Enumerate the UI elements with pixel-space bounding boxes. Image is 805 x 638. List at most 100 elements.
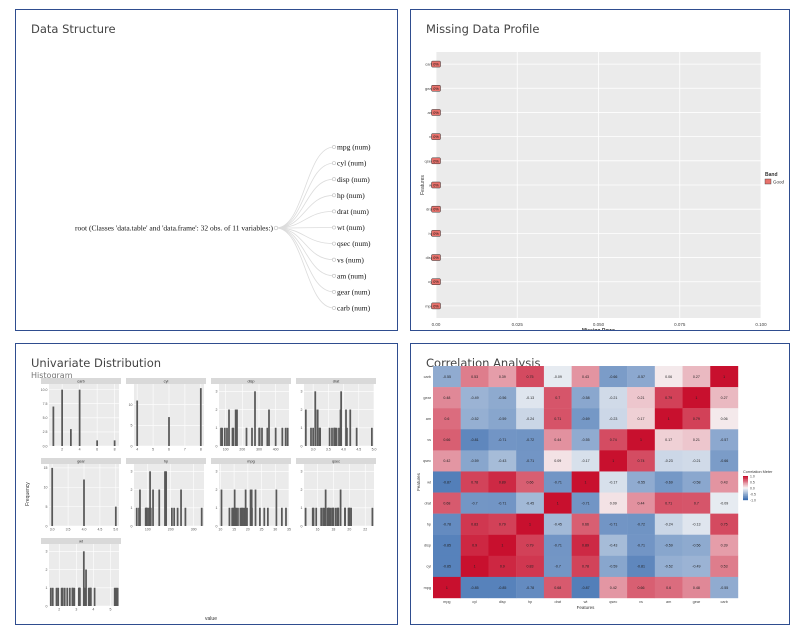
corr-cell-label: 1 bbox=[723, 375, 725, 379]
corr-ytick-cyl: cyl bbox=[426, 565, 431, 569]
tree-node-qsec: qsec (num) bbox=[337, 239, 371, 248]
corr-cell bbox=[710, 408, 739, 430]
missing-bar-label: 0% bbox=[433, 304, 439, 308]
hist-bar-disp bbox=[261, 427, 263, 446]
corr-cell-label: 0.74 bbox=[637, 459, 644, 463]
missing-bar-label-box bbox=[431, 302, 441, 310]
corr-legend-gradient-step bbox=[743, 491, 748, 493]
facet-xtick: 35 bbox=[287, 528, 291, 532]
corr-cell-label: 0.09 bbox=[554, 459, 561, 463]
corr-cell bbox=[654, 555, 683, 578]
corr-cell bbox=[460, 471, 489, 493]
facet-strip-label-qsec: qsec bbox=[332, 459, 340, 463]
corr-cell-label: -0.87 bbox=[443, 480, 451, 484]
hist-bar-mpg bbox=[237, 507, 239, 526]
tree-node-dot bbox=[332, 273, 336, 278]
corr-cell-label: -0.57 bbox=[637, 375, 645, 379]
corr-cell bbox=[460, 492, 489, 514]
hist-bar-wt bbox=[79, 587, 81, 606]
corr-cell bbox=[654, 534, 683, 557]
corr-cell bbox=[571, 471, 600, 493]
facet-ytick: 0 bbox=[46, 604, 48, 608]
corr-legend-tick: -0.5 bbox=[750, 492, 756, 496]
facet-ytick: 0 bbox=[301, 524, 303, 528]
corr-cell-label: 0.17 bbox=[637, 417, 644, 421]
corr-cell bbox=[516, 492, 545, 514]
corr-cell-label: 0.6 bbox=[666, 586, 671, 590]
corr-cell bbox=[433, 576, 461, 599]
corr-cell bbox=[654, 408, 683, 430]
corr-cell bbox=[516, 366, 545, 388]
corr-cell-label: -0.58 bbox=[581, 396, 589, 400]
facet-xtick: 8 bbox=[114, 448, 116, 452]
corr-cell-label: -0.24 bbox=[526, 417, 534, 421]
tree-node-wt: wt (num) bbox=[337, 223, 365, 232]
tree-node-carb: carb (num) bbox=[337, 304, 371, 313]
hist-bar-qsec bbox=[348, 507, 351, 526]
missing-bar-label-box bbox=[431, 60, 441, 68]
hist-bar-qsec bbox=[322, 507, 324, 526]
hist-bar-carb bbox=[96, 440, 98, 446]
corr-cell bbox=[488, 471, 517, 493]
corr-cell-label: -0.09 bbox=[720, 501, 728, 505]
corr-cell-label: -0.09 bbox=[554, 375, 562, 379]
hist-bar-hp bbox=[139, 489, 141, 526]
missing-bar-label: 0% bbox=[433, 280, 439, 284]
corr-cell-label: -0.78 bbox=[443, 522, 451, 526]
facet-strip bbox=[41, 378, 121, 384]
tree-node-drat: drat (num) bbox=[337, 207, 369, 216]
corr-cell bbox=[571, 366, 600, 388]
hist-bar-qsec bbox=[344, 507, 346, 526]
hist-bar-qsec bbox=[312, 507, 315, 526]
corr-cell bbox=[460, 450, 489, 472]
facet-xtick: 3.5 bbox=[326, 448, 331, 452]
corr-cell-label: 0.27 bbox=[721, 396, 728, 400]
corr-ytick-vs: vs bbox=[427, 438, 431, 442]
corr-cell bbox=[460, 429, 489, 451]
corr-cell bbox=[627, 513, 656, 535]
facet-ytick: 10 bbox=[44, 486, 48, 490]
hist-bar-carb bbox=[113, 440, 116, 446]
corr-cell bbox=[627, 366, 656, 388]
corr-cell-label: -0.56 bbox=[498, 396, 506, 400]
hist-bar-disp bbox=[221, 427, 224, 446]
missing-bar-label: 0% bbox=[433, 87, 439, 91]
corr-cell bbox=[433, 387, 461, 409]
corr-cell-label: 0.79 bbox=[499, 522, 506, 526]
facet-ytick: 3 bbox=[216, 470, 218, 474]
corr-cell bbox=[516, 387, 545, 409]
hist-bar-drat bbox=[345, 409, 347, 446]
facet-xtick: 400 bbox=[273, 448, 279, 452]
hist-bar-wt bbox=[115, 587, 118, 606]
hist-bar-wt bbox=[88, 587, 91, 606]
corr-cell-label: 0.9 bbox=[500, 565, 505, 569]
facet-xtick: 6 bbox=[168, 448, 170, 452]
corr-legend-gradient-step bbox=[743, 498, 748, 501]
corr-cell-label: 0.44 bbox=[554, 438, 561, 442]
corr-legend-tick: 0.5 bbox=[750, 480, 755, 484]
corr-cell bbox=[543, 408, 572, 430]
corr-legend-tick: 1.0 bbox=[750, 474, 755, 478]
facet-ytick: 5.0 bbox=[43, 416, 48, 420]
corr-cell-label: 0.17 bbox=[665, 438, 672, 442]
corr-ytick-mpg: mpg bbox=[424, 586, 431, 590]
missing-ytick-drat: drat bbox=[426, 207, 434, 212]
missing-legend-good: Good bbox=[773, 180, 785, 185]
hist-bar-mpg bbox=[220, 489, 223, 526]
corr-cell-label: -0.43 bbox=[609, 544, 617, 548]
corr-cell bbox=[599, 366, 628, 388]
hist-bar-qsec bbox=[337, 507, 340, 526]
corr-cell-label: -0.71 bbox=[498, 501, 506, 505]
facet-ytick: 2.5 bbox=[43, 430, 48, 434]
corr-cell bbox=[543, 534, 572, 557]
missing-ytick-qsec: qsec bbox=[425, 158, 433, 163]
missing-bar-label-box bbox=[431, 157, 441, 165]
tree-root-dot bbox=[273, 225, 279, 231]
facet-ytick: 0 bbox=[131, 444, 133, 448]
corr-cell-label: 0.75 bbox=[527, 375, 534, 379]
facet-xtick: 6 bbox=[96, 448, 98, 452]
corr-cell-label: -0.52 bbox=[665, 565, 673, 569]
hist-bar-wt bbox=[60, 587, 63, 606]
tree-link bbox=[275, 162, 335, 229]
hist-bar-hp bbox=[149, 507, 152, 526]
